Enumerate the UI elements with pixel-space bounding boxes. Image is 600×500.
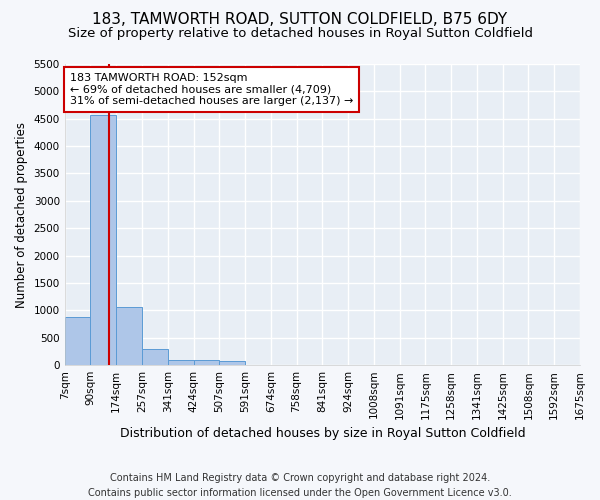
Text: Size of property relative to detached houses in Royal Sutton Coldfield: Size of property relative to detached ho… <box>67 28 533 40</box>
Bar <box>193 360 219 365</box>
Bar <box>91 115 116 365</box>
Text: 183, TAMWORTH ROAD, SUTTON COLDFIELD, B75 6DY: 183, TAMWORTH ROAD, SUTTON COLDFIELD, B7… <box>92 12 508 28</box>
Bar <box>142 350 168 365</box>
Text: 183 TAMWORTH ROAD: 152sqm
← 69% of detached houses are smaller (4,709)
31% of se: 183 TAMWORTH ROAD: 152sqm ← 69% of detac… <box>70 73 353 106</box>
Text: Contains HM Land Registry data © Crown copyright and database right 2024.
Contai: Contains HM Land Registry data © Crown c… <box>88 472 512 498</box>
Y-axis label: Number of detached properties: Number of detached properties <box>15 122 28 308</box>
Bar <box>116 307 142 365</box>
Bar <box>219 362 245 365</box>
Bar <box>168 360 193 365</box>
X-axis label: Distribution of detached houses by size in Royal Sutton Coldfield: Distribution of detached houses by size … <box>119 427 525 440</box>
Bar <box>65 317 91 365</box>
